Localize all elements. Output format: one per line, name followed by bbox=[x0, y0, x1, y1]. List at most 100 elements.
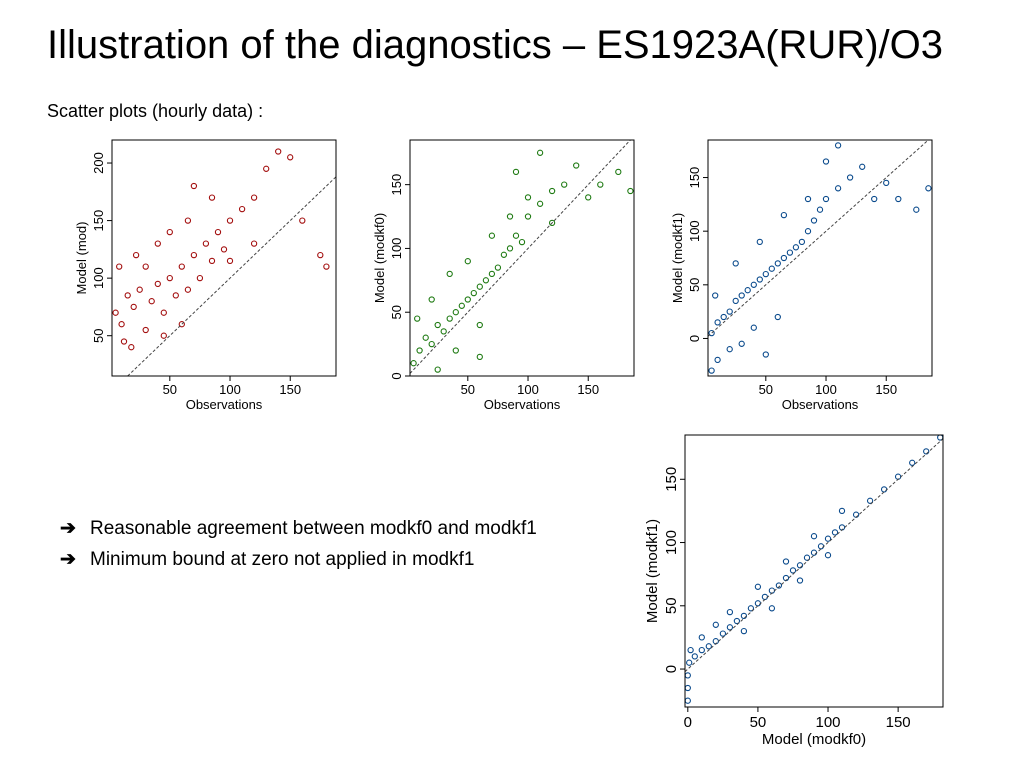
y-tick-label: 150 bbox=[663, 467, 680, 492]
data-point bbox=[792, 244, 800, 251]
data-point bbox=[685, 672, 691, 679]
scatter-plot-modkf1-vs-modkf0: 0 50 100 150 0 50 100 150 Model (modkf0) Model (m… bbox=[644, 434, 944, 748]
data-point bbox=[712, 638, 719, 645]
x-axis-label: Observations bbox=[782, 397, 859, 412]
data-point bbox=[464, 296, 471, 303]
plot-frame bbox=[707, 139, 933, 377]
data-point bbox=[112, 309, 119, 316]
data-point bbox=[761, 593, 769, 601]
data-point bbox=[883, 179, 890, 187]
data-point bbox=[434, 321, 441, 329]
x-tick-label: 100 bbox=[816, 714, 841, 731]
y-tick-label: 50 bbox=[663, 597, 680, 614]
data-point bbox=[780, 254, 788, 262]
data-point bbox=[166, 228, 173, 236]
y-axis-label: Model (modkf1) bbox=[670, 213, 685, 303]
data-point bbox=[160, 332, 167, 339]
plot-frame bbox=[684, 434, 944, 708]
data-point bbox=[705, 643, 712, 650]
bullet-item: ➔ Reasonable agreement between modkf0 an… bbox=[60, 513, 600, 544]
data-point bbox=[476, 283, 483, 290]
data-point bbox=[118, 321, 125, 328]
data-point bbox=[756, 276, 763, 283]
x-axis-label: Observations bbox=[186, 397, 263, 412]
y-tick-label: 50 bbox=[687, 278, 702, 292]
data-point bbox=[287, 154, 294, 161]
y-tick-label: 0 bbox=[389, 372, 404, 379]
data-point bbox=[880, 486, 888, 493]
data-point bbox=[780, 211, 788, 219]
data-point bbox=[226, 257, 234, 265]
data-point bbox=[220, 246, 228, 253]
data-point bbox=[824, 552, 832, 559]
reference-line bbox=[685, 438, 943, 672]
data-point bbox=[178, 321, 185, 328]
data-point bbox=[738, 340, 745, 347]
scatter-plot-mod: 50 100 150 50 100 150 200 Observations Model (mo… bbox=[74, 139, 337, 412]
data-point bbox=[446, 270, 453, 278]
data-point bbox=[816, 206, 824, 213]
data-point bbox=[838, 507, 846, 515]
data-point bbox=[720, 313, 727, 321]
reference-line bbox=[410, 140, 631, 374]
data-point bbox=[512, 168, 520, 176]
data-point bbox=[740, 627, 748, 635]
x-tick-label: 50 bbox=[759, 382, 773, 397]
y-tick-label: 100 bbox=[663, 530, 680, 555]
data-point bbox=[733, 617, 741, 625]
data-point bbox=[871, 195, 878, 203]
data-point bbox=[762, 270, 769, 278]
data-point bbox=[428, 340, 435, 348]
data-point bbox=[768, 605, 776, 612]
data-point bbox=[190, 251, 198, 259]
data-point bbox=[263, 165, 270, 172]
data-point bbox=[768, 587, 776, 594]
data-point bbox=[506, 245, 514, 252]
data-point bbox=[464, 258, 471, 265]
data-point bbox=[822, 158, 830, 165]
reference-line bbox=[127, 176, 336, 376]
data-point bbox=[422, 334, 429, 341]
data-point bbox=[822, 195, 830, 203]
data-point bbox=[804, 195, 812, 203]
data-point bbox=[756, 238, 763, 246]
data-point bbox=[250, 194, 258, 201]
data-point bbox=[726, 346, 733, 353]
data-point bbox=[708, 367, 715, 374]
data-point bbox=[762, 351, 769, 358]
data-point bbox=[810, 533, 818, 540]
data-point bbox=[524, 213, 532, 220]
data-point bbox=[323, 263, 330, 270]
data-point bbox=[691, 653, 698, 660]
data-point bbox=[317, 251, 324, 259]
data-point bbox=[488, 270, 496, 278]
data-point bbox=[804, 228, 812, 235]
data-point bbox=[846, 174, 854, 181]
data-point bbox=[615, 168, 622, 176]
data-point bbox=[754, 600, 762, 607]
data-point bbox=[184, 217, 192, 224]
arrow-right-icon: ➔ bbox=[60, 549, 76, 570]
data-point bbox=[923, 448, 930, 455]
data-point bbox=[740, 612, 748, 620]
data-point bbox=[685, 697, 691, 704]
data-point bbox=[732, 260, 739, 267]
data-points bbox=[410, 149, 634, 373]
data-point bbox=[810, 549, 818, 556]
data-point bbox=[708, 329, 715, 337]
bullet-item: ➔ Minimum bound at zero not applied in m… bbox=[60, 544, 600, 575]
data-point bbox=[627, 187, 634, 195]
x-tick-label: 150 bbox=[875, 382, 897, 397]
data-point bbox=[128, 344, 135, 351]
data-point bbox=[536, 149, 544, 156]
plot-frame bbox=[111, 139, 337, 377]
data-point bbox=[482, 277, 490, 284]
y-tick-label: 100 bbox=[687, 220, 702, 242]
arrow-right-icon: ➔ bbox=[60, 518, 76, 539]
data-point bbox=[440, 328, 447, 335]
data-point bbox=[275, 148, 282, 155]
data-point bbox=[476, 353, 483, 361]
data-point bbox=[789, 567, 797, 574]
data-point bbox=[494, 264, 502, 271]
y-tick-label: 50 bbox=[389, 305, 404, 319]
